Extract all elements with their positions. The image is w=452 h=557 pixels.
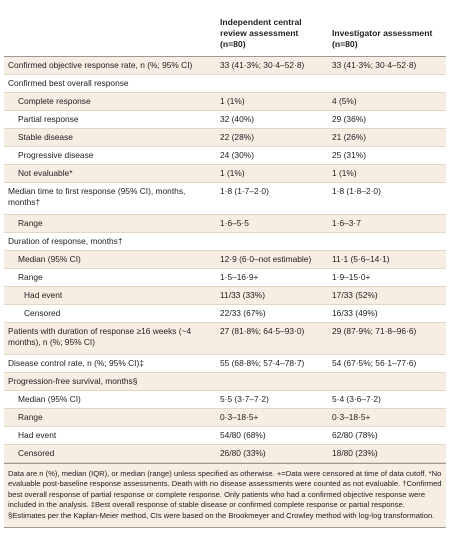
cell-value: 22 (28%) <box>216 128 328 147</box>
cell-value: 54 (67·5%; 56·1–77·6) <box>328 354 446 373</box>
cell-value: 1·9–15·0+ <box>328 268 446 287</box>
row-label: Had event <box>4 426 216 445</box>
row-label: Median (95% CI) <box>4 250 216 269</box>
row-label: Range <box>4 214 216 233</box>
cell-value: 5·5 (3·7–7·2) <box>216 390 328 409</box>
cell-value: 17/33 (52%) <box>328 286 446 305</box>
footnote: Data are n (%), median (IQR), or median … <box>4 463 446 529</box>
cell-value: 18/80 (23%) <box>328 444 446 463</box>
table-row: Had event 54/80 (68%) 62/80 (78%) <box>4 426 446 445</box>
table-row: Censored 26/80 (33%) 18/80 (23%) <box>4 444 446 463</box>
cell-value: 0·3–18·5+ <box>216 408 328 427</box>
row-label: Complete response <box>4 92 216 111</box>
cell-value: 1 (1%) <box>216 164 328 183</box>
table-row: Median (95% CI) 12·9 (6·0–not estimable) 1… <box>4 250 446 269</box>
cell-value: 1 (1%) <box>328 164 446 183</box>
row-label: Duration of response, months† <box>4 232 216 251</box>
table-row: Median time to first response (95% CI), … <box>4 182 446 215</box>
cell-value: 1 (1%) <box>216 92 328 111</box>
cell-value: 1·6–5·5 <box>216 214 328 233</box>
column-header: Investigator assessment (n=80) <box>328 6 446 57</box>
cell-value: 1·5–16·9+ <box>216 268 328 287</box>
cell-value: 33 (41·3%; 30·4–52·8) <box>328 56 446 75</box>
table-row: Range 1·6–5·5 1·6–3·7 <box>4 214 446 233</box>
cell-value <box>216 232 328 251</box>
table-row: Range 0·3–18·5+ 0·3–18·5+ <box>4 408 446 427</box>
cell-value: 1·8 (1·8–2·0) <box>328 182 446 215</box>
cell-value: 26/80 (33%) <box>216 444 328 463</box>
row-label: Had event <box>4 286 216 305</box>
row-label: Patients with duration of response ≥16 w… <box>4 322 216 355</box>
cell-value: 0·3–18·5+ <box>328 408 446 427</box>
column-header: Independent central review assessment (n… <box>216 6 328 57</box>
row-label: Median (95% CI) <box>4 390 216 409</box>
row-label: Median time to first response (95% CI), … <box>4 182 216 215</box>
row-label: Disease control rate, n (%; 95% CI)‡ <box>4 354 216 373</box>
row-label: Partial response <box>4 110 216 129</box>
cell-value <box>328 232 446 251</box>
table-row: Censored 22/33 (67%) 16/33 (49%) <box>4 304 446 323</box>
cell-value: 24 (30%) <box>216 146 328 165</box>
row-label: Confirmed objective response rate, n (%;… <box>4 56 216 75</box>
cell-value: 5·4 (3·6–7·2) <box>328 390 446 409</box>
table-row: Disease control rate, n (%; 95% CI)‡ 55 (… <box>4 354 446 373</box>
table-row: Progression-free survival, months§ <box>4 372 446 391</box>
header-row: Independent central review assessment (n… <box>4 6 446 57</box>
table-row: Stable disease 22 (28%) 21 (26%) <box>4 128 446 147</box>
table-row: Had event 11/33 (33%) 17/33 (52%) <box>4 286 446 305</box>
cell-value: 29 (87·9%; 71·8–96·6) <box>328 322 446 355</box>
cell-value: 1·8 (1·7–2·0) <box>216 182 328 215</box>
cell-value: 11/33 (33%) <box>216 286 328 305</box>
table-row: Median (95% CI) 5·5 (3·7–7·2) 5·4 (3·6–7·2… <box>4 390 446 409</box>
cell-value: 55 (68·8%; 57·4–78·7) <box>216 354 328 373</box>
cell-value: 25 (31%) <box>328 146 446 165</box>
row-label: Progressive disease <box>4 146 216 165</box>
cell-value: 11·1 (5·6–14·1) <box>328 250 446 269</box>
cell-value: 22/33 (67%) <box>216 304 328 323</box>
cell-value: 62/80 (78%) <box>328 426 446 445</box>
table-row: Progressive disease 24 (30%) 25 (31%) <box>4 146 446 165</box>
table-body: Confirmed objective response rate, n (%;… <box>4 56 446 463</box>
cell-value: 32 (40%) <box>216 110 328 129</box>
row-label: Range <box>4 408 216 427</box>
cell-value <box>328 372 446 391</box>
table-row: Not evaluable* 1 (1%) 1 (1%) <box>4 164 446 183</box>
table-row: Duration of response, months† <box>4 232 446 251</box>
cell-value <box>328 74 446 93</box>
table-row: Confirmed best overall response <box>4 74 446 93</box>
cell-value: 27 (81·8%; 64·5–93·0) <box>216 322 328 355</box>
table-container: Independent central review assessment (n… <box>4 6 446 529</box>
row-label: Stable disease <box>4 128 216 147</box>
cell-value: 12·9 (6·0–not estimable) <box>216 250 328 269</box>
cell-value: 29 (36%) <box>328 110 446 129</box>
row-label: Censored <box>4 444 216 463</box>
row-label: Range <box>4 268 216 287</box>
row-label: Censored <box>4 304 216 323</box>
table-row: Confirmed objective response rate, n (%;… <box>4 56 446 75</box>
table-row: Partial response 32 (40%) 29 (36%) <box>4 110 446 129</box>
table-row: Range 1·5–16·9+ 1·9–15·0+ <box>4 268 446 287</box>
row-label: Progression-free survival, months§ <box>4 372 216 391</box>
cell-value: 4 (5%) <box>328 92 446 111</box>
table-row: Patients with duration of response ≥16 w… <box>4 322 446 355</box>
cell-value: 33 (41·3%; 30·4–52·8) <box>216 56 328 75</box>
table-row: Complete response 1 (1%) 4 (5%) <box>4 92 446 111</box>
row-label: Not evaluable* <box>4 164 216 183</box>
cell-value: 1·6–3·7 <box>328 214 446 233</box>
cell-value: 54/80 (68%) <box>216 426 328 445</box>
cell-value <box>216 372 328 391</box>
cell-value: 16/33 (49%) <box>328 304 446 323</box>
row-label: Confirmed best overall response <box>4 74 216 93</box>
cell-value: 21 (26%) <box>328 128 446 147</box>
header-blank <box>4 6 216 57</box>
cell-value <box>216 74 328 93</box>
results-table: Independent central review assessment (n… <box>4 6 446 463</box>
